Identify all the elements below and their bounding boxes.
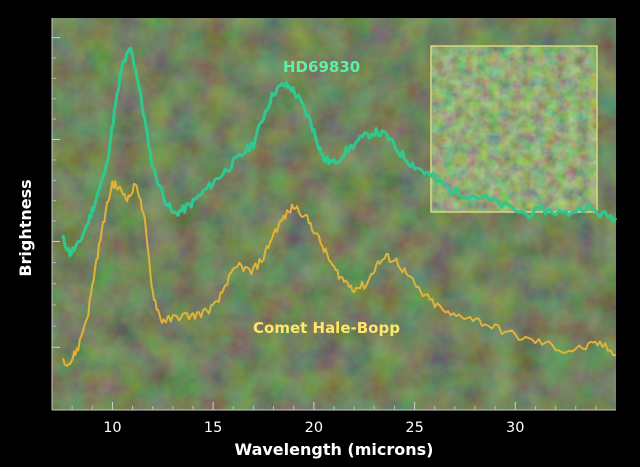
x-tick-label-10: 10 [103,420,121,436]
series-label-hd69830: HD69830 [283,58,360,76]
series-layer [61,46,618,367]
x-axis-title: Wavelength (microns) [234,440,433,459]
inset-image [430,45,598,213]
x-tick-label-15: 15 [204,420,222,436]
y-axis-title: Brightness [16,179,35,276]
series-line-comet-hale-bopp [62,180,617,367]
x-ticks [71,402,597,410]
x-tick-labels: 10 15 20 25 30 [103,420,524,436]
y-ticks [52,37,60,348]
x-tick-label-25: 25 [405,420,423,436]
series-label-comet-hale-bopp: Comet Hale-Bopp [253,319,400,337]
x-tick-label-30: 30 [506,420,524,436]
series-line-hd69830 [61,46,618,258]
x-tick-label-20: 20 [305,420,323,436]
